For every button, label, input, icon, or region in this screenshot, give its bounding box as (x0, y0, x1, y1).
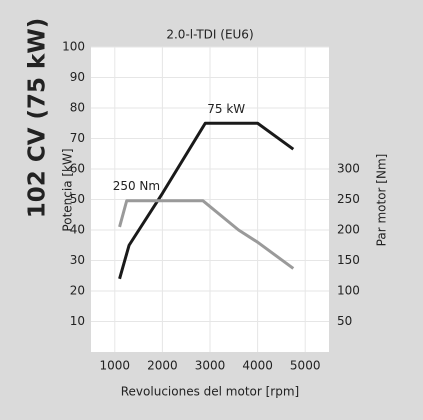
y2-tick-label: 150 (337, 253, 360, 267)
y2-axis-label: Par motor [Nm] (375, 154, 389, 247)
line-series (118, 121, 295, 280)
y-tick-label: 60 (70, 162, 85, 176)
series-label: 250 Nm (113, 179, 160, 193)
y-tick-label: 30 (70, 253, 85, 267)
x-tick-label: 5000 (290, 359, 321, 373)
chart-title: 2.0-l-TDI (EU6) (166, 28, 253, 42)
y-tick-label: 10 (70, 314, 85, 328)
y-tick-label: 100 (62, 40, 85, 54)
y2-tick-label: 200 (337, 223, 360, 237)
line-series (118, 199, 295, 270)
y-tick-label: 90 (70, 70, 85, 84)
x-tick-label: 3000 (195, 359, 226, 373)
y-tick-label: 80 (70, 101, 85, 115)
y-axis-label: Potencia [kW] (61, 148, 75, 231)
heading: 102 CV (75 kW) (25, 18, 51, 218)
x-tick-label: 2000 (147, 359, 178, 373)
series-label: 75 kW (207, 102, 245, 116)
x-axis-label: Revoluciones del motor [rpm] (121, 385, 299, 399)
y-tick-label: 70 (70, 131, 85, 145)
y2-tick-label: 250 (337, 192, 360, 206)
y-tick-label: 20 (70, 284, 85, 298)
y2-tick-label: 50 (337, 314, 352, 328)
x-tick-label: 1000 (100, 359, 131, 373)
y-tick-label: 50 (70, 192, 85, 206)
x-tick-label: 4000 (242, 359, 273, 373)
y-tick-label: 40 (70, 223, 85, 237)
y2-tick-label: 300 (337, 162, 360, 176)
y2-tick-label: 100 (337, 284, 360, 298)
